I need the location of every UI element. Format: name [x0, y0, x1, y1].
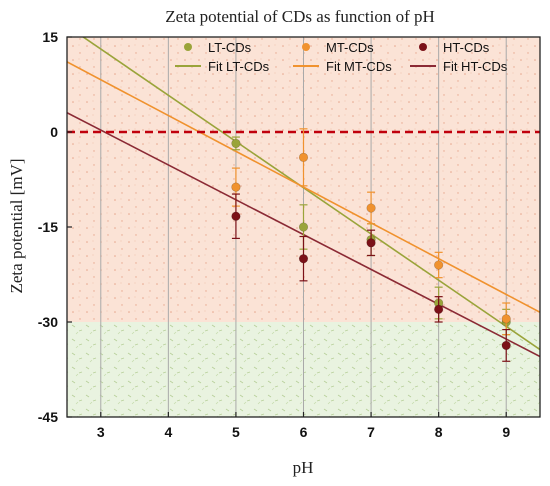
legend: LT-CDs MT-CDs HT-CDs Fit LT-CDs Fit MT-CDs Fi… — [175, 40, 508, 74]
y-tick-label-0: 0 — [50, 124, 58, 140]
marker — [434, 304, 444, 314]
marker — [298, 152, 309, 162]
point-MT-CDs-8 — [434, 251, 444, 279]
y-tick-label-15: 15 — [42, 29, 58, 45]
x-tick-label-7: 7 — [367, 424, 375, 440]
legend-fit-label-1: Fit MT-CDs — [326, 59, 392, 74]
marker — [366, 203, 376, 213]
legend-marker-LT-CDs — [184, 43, 192, 51]
marker — [298, 254, 309, 264]
x-tick-label-9: 9 — [502, 424, 510, 440]
point-HT-CDs-6 — [298, 235, 309, 282]
x-tick-label-4: 4 — [164, 424, 172, 440]
legend-label-HT-CDs: HT-CDs — [443, 40, 490, 55]
y-tick-label--15: -15 — [38, 219, 58, 235]
y-tick-label--45: -45 — [38, 409, 58, 425]
point-HT-CDs-5 — [231, 193, 241, 239]
legend-fit-label-0: Fit LT-CDs — [208, 59, 270, 74]
x-axis-label: pH — [293, 458, 314, 477]
point-HT-CDs-8 — [434, 296, 444, 323]
marker — [366, 238, 376, 248]
marker — [298, 222, 309, 232]
y-tick-label--30: -30 — [38, 314, 58, 330]
y-axis-label: Zeta potential [mV] — [7, 158, 26, 293]
legend-label-MT-CDs: MT-CDs — [326, 40, 374, 55]
x-tick-label-3: 3 — [97, 424, 105, 440]
legend-fit-label-2: Fit HT-CDs — [443, 59, 508, 74]
point-LT-CDs-6 — [298, 204, 309, 250]
marker — [231, 138, 241, 148]
point-MT-CDs-7 — [366, 191, 376, 225]
data-points — [231, 128, 511, 362]
x-tick-label-5: 5 — [232, 424, 240, 440]
point-HT-CDs-7 — [366, 229, 376, 257]
marker — [231, 182, 241, 192]
point-LT-CDs-5 — [231, 136, 241, 151]
marker — [501, 314, 511, 324]
x-tick-label-8: 8 — [435, 424, 443, 440]
x-tick-label-6: 6 — [300, 424, 308, 440]
marker — [231, 211, 241, 221]
point-HT-CDs-9 — [501, 329, 511, 362]
axis-ticks: 3 4 5 6 7 8 9 15 0 -15 -30 -45 — [38, 29, 511, 440]
legend-marker-HT-CDs — [419, 43, 427, 51]
marker — [501, 340, 511, 351]
point-MT-CDs-6 — [298, 128, 309, 187]
legend-marker-MT-CDs — [302, 43, 310, 51]
marker — [434, 260, 444, 270]
fit-line-1 — [67, 61, 540, 314]
chart-title: Zeta potential of CDs as function of pH — [165, 7, 435, 26]
legend-label-LT-CDs: LT-CDs — [208, 40, 252, 55]
